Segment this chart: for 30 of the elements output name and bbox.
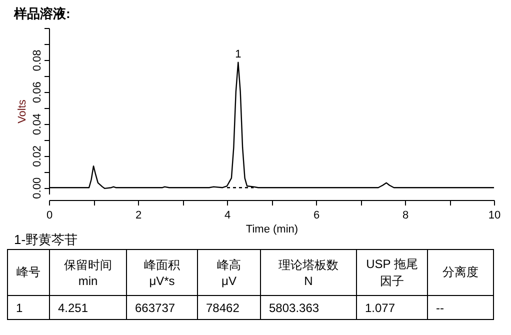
x-tick-label: 2	[135, 210, 142, 222]
y-tick-label: 0.04	[32, 114, 44, 135]
x-axis-title: Time (min)	[246, 224, 298, 236]
text: 1	[8, 296, 50, 320]
chart-title: 样品溶液:	[14, 5, 70, 23]
y-tick-label: 0.00	[32, 177, 44, 199]
text: 峰高 μV	[198, 250, 260, 296]
y-tick-label: 0.08	[32, 50, 44, 72]
x-tick-label: 0	[46, 210, 53, 222]
text: 峰号	[8, 250, 50, 296]
annotation: 1	[235, 48, 242, 60]
text: USP 拖尾因子	[356, 250, 428, 296]
text: 保留时间 min	[50, 250, 126, 296]
text: 78462	[198, 296, 260, 320]
text: 4.251	[50, 296, 126, 320]
text: 1-野黄芩苷	[14, 231, 78, 249]
y-tick-label: 0.02	[32, 145, 44, 167]
text: 5803.363	[260, 296, 356, 320]
x-tick-label: 8	[402, 210, 409, 222]
text: 分离度	[428, 250, 494, 296]
x-tick-label: 4	[224, 210, 231, 222]
text: 663737	[126, 296, 198, 320]
y-axis-title: Volts	[16, 99, 28, 124]
x-tick-label: 10	[488, 210, 501, 222]
text: 1.077	[356, 296, 428, 320]
x-tick-label: 6	[313, 210, 320, 222]
y-tick-label: 0.06	[32, 82, 44, 104]
text: 理论塔板数 N	[260, 250, 356, 296]
text: --	[428, 296, 494, 320]
text: 峰面积 μV*s	[126, 250, 198, 296]
